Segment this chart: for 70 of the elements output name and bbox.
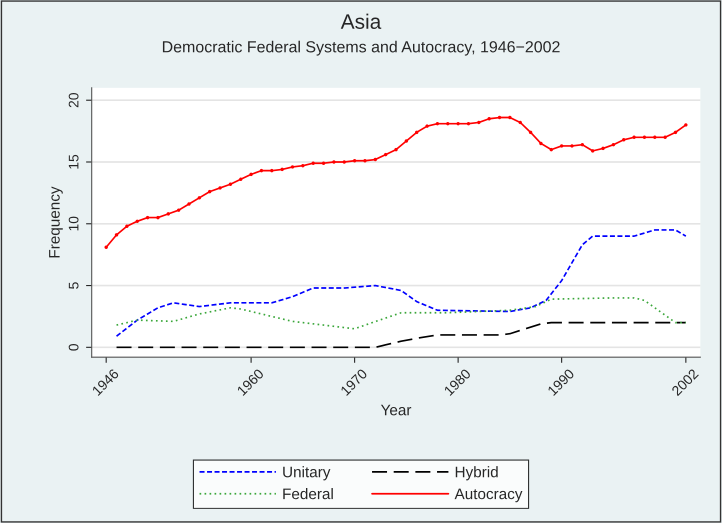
point [239,178,242,182]
line-series [116,229,687,338]
y-tick-label: 15 [68,154,79,169]
point [374,158,378,162]
point [466,122,470,126]
y-tick-label: 5 [68,282,79,289]
point [280,168,284,172]
point [446,122,450,126]
point [311,161,315,165]
point [228,182,232,186]
point [622,138,626,142]
point [436,122,440,126]
y-tick-label: 0 [68,344,79,351]
point [612,142,616,146]
legend-label: Hybrid [456,466,498,480]
point [301,164,305,168]
legend-label: Autocracy [454,488,522,502]
point [384,152,388,156]
point [425,124,429,128]
point [342,160,346,164]
point [146,216,150,220]
chart-subtitle: Democratic Federal Systems and Autocracy, 1946−2002 [162,40,560,56]
point [528,130,532,134]
point [363,159,367,162]
point [550,148,554,152]
point [456,122,460,126]
point [632,136,636,140]
point [590,149,594,153]
point [156,216,160,220]
point [414,130,418,134]
point [580,142,584,146]
y-tick-label: 20 [68,93,79,108]
point [352,159,356,162]
point [404,139,408,143]
point [653,136,657,140]
point [249,172,253,176]
x-axis-title: Year [380,404,412,416]
point [322,161,326,165]
point [663,136,667,140]
line-series [116,297,687,330]
point [560,144,564,148]
chart-title: Asia [340,14,382,29]
point [208,190,212,194]
point [394,148,398,152]
point [332,160,336,164]
point [487,117,491,120]
point [508,116,512,120]
point [290,165,294,169]
point [176,208,180,212]
point [518,120,522,124]
point [125,224,129,228]
line-series [116,322,687,348]
line-series [104,116,688,249]
point [270,168,274,172]
point [166,212,170,216]
point [104,246,108,249]
y-tick-label: 10 [68,216,79,230]
point [477,120,481,124]
point [114,233,118,237]
point [684,123,688,127]
point [601,146,605,150]
point [198,196,202,200]
point [674,130,678,134]
y-axis-title: Frequency [49,186,63,258]
point [642,136,646,140]
point [136,220,139,224]
legend-label: Unitary [283,466,330,480]
point [260,168,264,172]
point [570,144,574,148]
legend-label: Federal [283,488,333,500]
